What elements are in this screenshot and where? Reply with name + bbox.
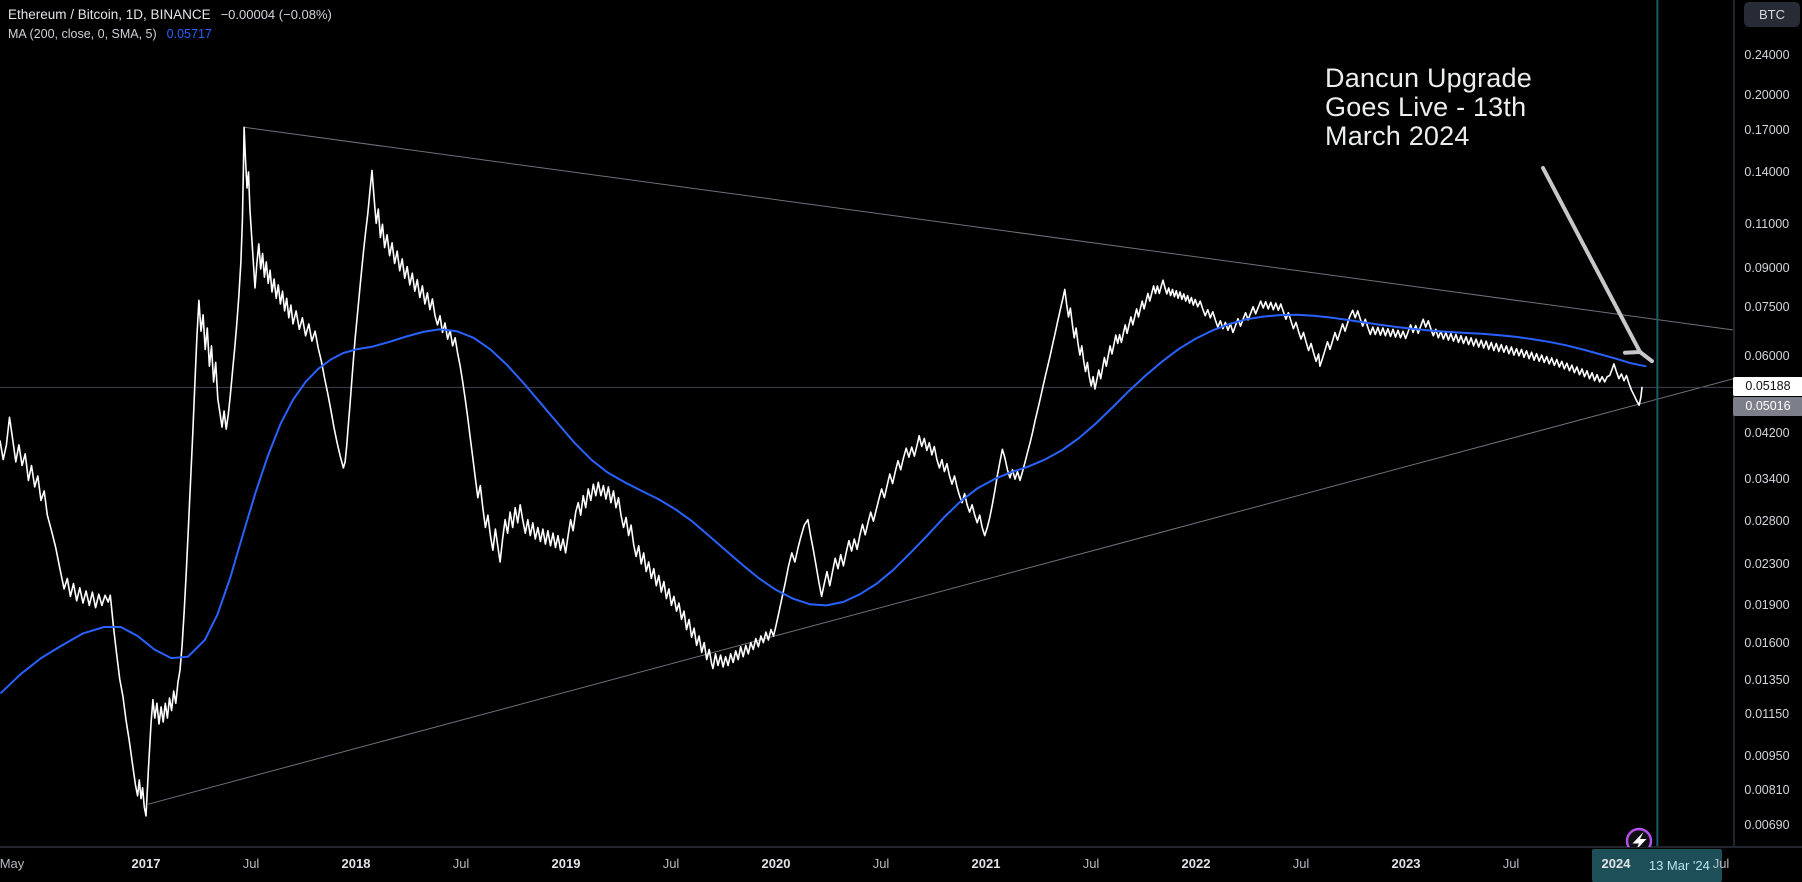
price-tick-label: 0.00690 bbox=[1744, 818, 1790, 833]
price-tick-label: 0.01350 bbox=[1744, 672, 1790, 687]
annotation-arrow[interactable] bbox=[1541, 166, 1642, 354]
ma-price-label: 0.05016 bbox=[1733, 397, 1802, 417]
legend: Ethereum / Bitcoin, 1D, BINANCE −0.00004… bbox=[8, 4, 332, 44]
annotation-line: Goes Live - 13th bbox=[1325, 92, 1527, 122]
price-tick-label: 0.01600 bbox=[1744, 635, 1790, 650]
symbol-legend-row[interactable]: Ethereum / Bitcoin, 1D, BINANCE −0.00004… bbox=[8, 4, 332, 24]
price-tick-label: 0.00950 bbox=[1744, 748, 1790, 763]
ma-line bbox=[0, 313, 1647, 694]
price-tick-label: 0.00810 bbox=[1744, 783, 1790, 798]
ma-indicator-value: 0.05717 bbox=[166, 27, 212, 41]
time-axis-year-label: 2024 bbox=[1601, 856, 1631, 871]
dancun-annotation-text[interactable]: Dancun Upgrade Goes Live - 13th March 20… bbox=[1325, 64, 1532, 151]
lower-triangle-trendline[interactable] bbox=[147, 378, 1734, 805]
price-tick-label: 0.20000 bbox=[1744, 87, 1790, 102]
price-axis[interactable]: BTC 0.05188 0.05016 0.24000 0.20000 0.1700… bbox=[1733, 0, 1802, 846]
last-price-label: 0.05188 bbox=[1733, 377, 1802, 397]
time-axis-year-label: 2023 bbox=[1391, 856, 1421, 871]
time-axis-year-label: 2017 bbox=[131, 856, 161, 871]
price-change: −0.00004 (−0.08%) bbox=[220, 6, 332, 22]
upper-triangle-trendline[interactable] bbox=[244, 126, 1734, 331]
time-axis[interactable]: 13 Mar '24 May 2017 Jul 2018 Jul 2019 Jul 2020 J… bbox=[0, 847, 1802, 882]
annotation-arrowhead bbox=[1622, 350, 1642, 355]
price-line bbox=[0, 126, 1643, 817]
price-tick-label: 0.04200 bbox=[1744, 426, 1790, 441]
symbol-title: Ethereum / Bitcoin, 1D, BINANCE bbox=[8, 6, 211, 22]
price-tick-label: 0.11000 bbox=[1744, 217, 1790, 232]
time-axis-month-label: Jul bbox=[872, 856, 890, 871]
time-axis-month-label: Jul bbox=[662, 856, 680, 871]
time-axis-month-label: Jul bbox=[1082, 856, 1100, 871]
annotation-arrowhead bbox=[1638, 350, 1654, 364]
time-axis-year-label: 2020 bbox=[761, 856, 791, 871]
price-tick-label: 0.01150 bbox=[1744, 707, 1790, 722]
time-axis-month-label: Jul bbox=[242, 856, 260, 871]
time-axis-year-label: 2018 bbox=[341, 856, 371, 871]
ma-indicator-label: MA (200, close, 0, SMA, 5) bbox=[8, 27, 157, 41]
time-axis-month-label: May bbox=[0, 856, 25, 871]
price-tick-label: 0.17000 bbox=[1744, 122, 1790, 137]
price-tick-label: 0.09000 bbox=[1744, 260, 1790, 275]
price-tick-label: 0.01900 bbox=[1744, 598, 1790, 613]
time-axis-year-label: 2022 bbox=[1181, 856, 1211, 871]
time-axis-month-label: Jul bbox=[1292, 856, 1310, 871]
price-tick-label: 0.06000 bbox=[1744, 348, 1790, 363]
price-tick-label: 0.24000 bbox=[1744, 48, 1790, 62]
annotation-line: Dancun Upgrade bbox=[1325, 63, 1532, 93]
price-tick-label: 0.07500 bbox=[1744, 300, 1790, 315]
annotation-line: March 2024 bbox=[1325, 121, 1470, 151]
time-axis-year-label: 2021 bbox=[971, 856, 1001, 871]
ma-indicator-legend-row[interactable]: MA (200, close, 0, SMA, 5) 0.05717 bbox=[8, 24, 332, 44]
time-axis-year-label: 2019 bbox=[551, 856, 581, 871]
time-axis-month-label: Jul bbox=[452, 856, 470, 871]
price-tick-label: 0.03400 bbox=[1744, 472, 1790, 487]
price-tick-label: 0.02300 bbox=[1744, 556, 1790, 571]
time-axis-month-label: Jul bbox=[1712, 856, 1730, 871]
currency-toggle-button[interactable]: BTC bbox=[1744, 2, 1800, 27]
price-tick-label: 0.02800 bbox=[1744, 514, 1790, 529]
crosshair-date-label: 13 Mar '24 bbox=[1592, 849, 1723, 882]
price-tick-label: 0.14000 bbox=[1744, 164, 1790, 179]
time-axis-month-label: Jul bbox=[1502, 856, 1520, 871]
